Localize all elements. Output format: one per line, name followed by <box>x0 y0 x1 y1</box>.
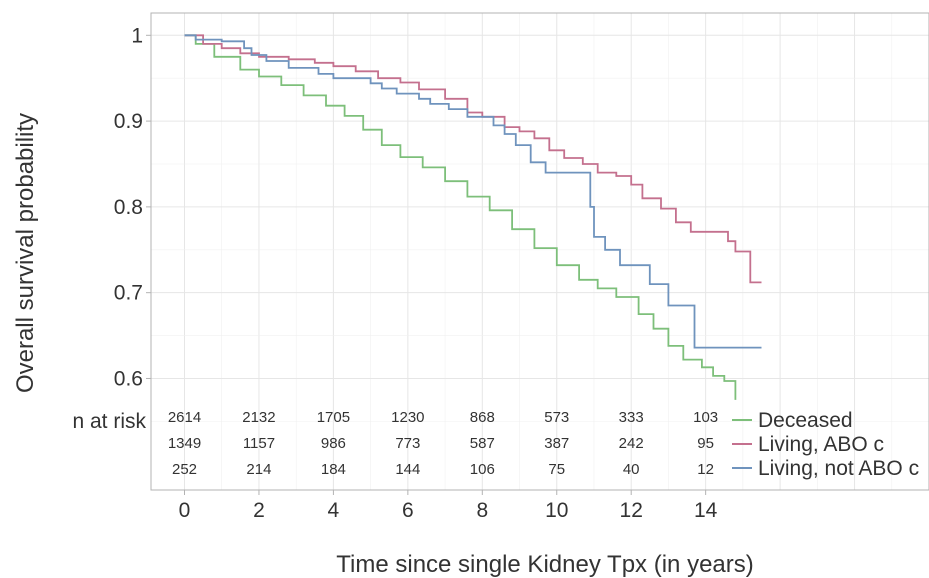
plot-panel-border <box>150 12 929 491</box>
risk-count: 2132 <box>242 409 275 426</box>
y-axis: 0.6 0.7 0.8 0.9 1 <box>114 24 151 390</box>
x-tick-label: 6 <box>402 499 414 522</box>
x-axis: 0 2 4 6 8 10 12 14 <box>179 490 718 522</box>
risk-count: 214 <box>246 461 271 478</box>
series-line-2 <box>184 34 762 284</box>
risk-count: 252 <box>172 461 197 478</box>
grid <box>151 13 929 490</box>
legend-label-1: Deceased <box>758 409 853 432</box>
series-line-1 <box>184 34 737 400</box>
x-tick-label: 10 <box>545 499 568 522</box>
risk-count: 1349 <box>168 435 201 452</box>
x-tick-label: 4 <box>328 499 340 522</box>
risk-count: 40 <box>623 461 640 478</box>
risk-count: 2614 <box>168 409 201 426</box>
risk-count: 1705 <box>317 409 350 426</box>
risk-count: 773 <box>395 435 420 452</box>
y-tick-label: 0.8 <box>114 196 143 219</box>
risk-count: 1230 <box>391 409 424 426</box>
y-axis-title: Overall survival probability <box>12 113 39 393</box>
x-tick-label: 8 <box>476 499 488 522</box>
risk-count: 75 <box>548 461 565 478</box>
risk-count: 95 <box>697 435 714 452</box>
risk-table: n at risk 2614 2132 1705 1230 868 573 333 103 13… <box>72 409 718 478</box>
x-tick-label: 0 <box>179 499 191 522</box>
risk-count: 868 <box>470 409 495 426</box>
risk-table-label: n at risk <box>72 410 146 433</box>
y-tick-label: 0.7 <box>114 282 143 305</box>
y-tick-label: 1 <box>131 24 143 47</box>
legend-label-3: Living, not ABO c <box>758 457 919 480</box>
y-tick-label: 0.9 <box>114 110 143 133</box>
x-tick-label: 14 <box>694 499 718 522</box>
risk-count: 12 <box>697 461 714 478</box>
risk-count: 587 <box>470 435 495 452</box>
risk-count: 1157 <box>243 435 275 452</box>
series-line-3 <box>184 34 762 349</box>
risk-count: 573 <box>544 409 569 426</box>
risk-count: 242 <box>619 435 644 452</box>
x-tick-label: 2 <box>253 499 265 522</box>
y-tick-label: 0.6 <box>114 367 143 390</box>
risk-count: 333 <box>619 409 644 426</box>
legend-label-2: Living, ABO c <box>758 433 884 456</box>
risk-count: 986 <box>321 435 346 452</box>
x-axis-title: Time since single Kidney Tpx (in years) <box>336 551 754 578</box>
risk-count: 184 <box>321 461 346 478</box>
risk-count: 387 <box>544 435 569 452</box>
risk-count: 103 <box>693 409 718 426</box>
x-tick-label: 12 <box>620 499 643 522</box>
series-layer <box>184 34 762 400</box>
risk-count: 144 <box>395 461 420 478</box>
risk-count: 106 <box>470 461 495 478</box>
